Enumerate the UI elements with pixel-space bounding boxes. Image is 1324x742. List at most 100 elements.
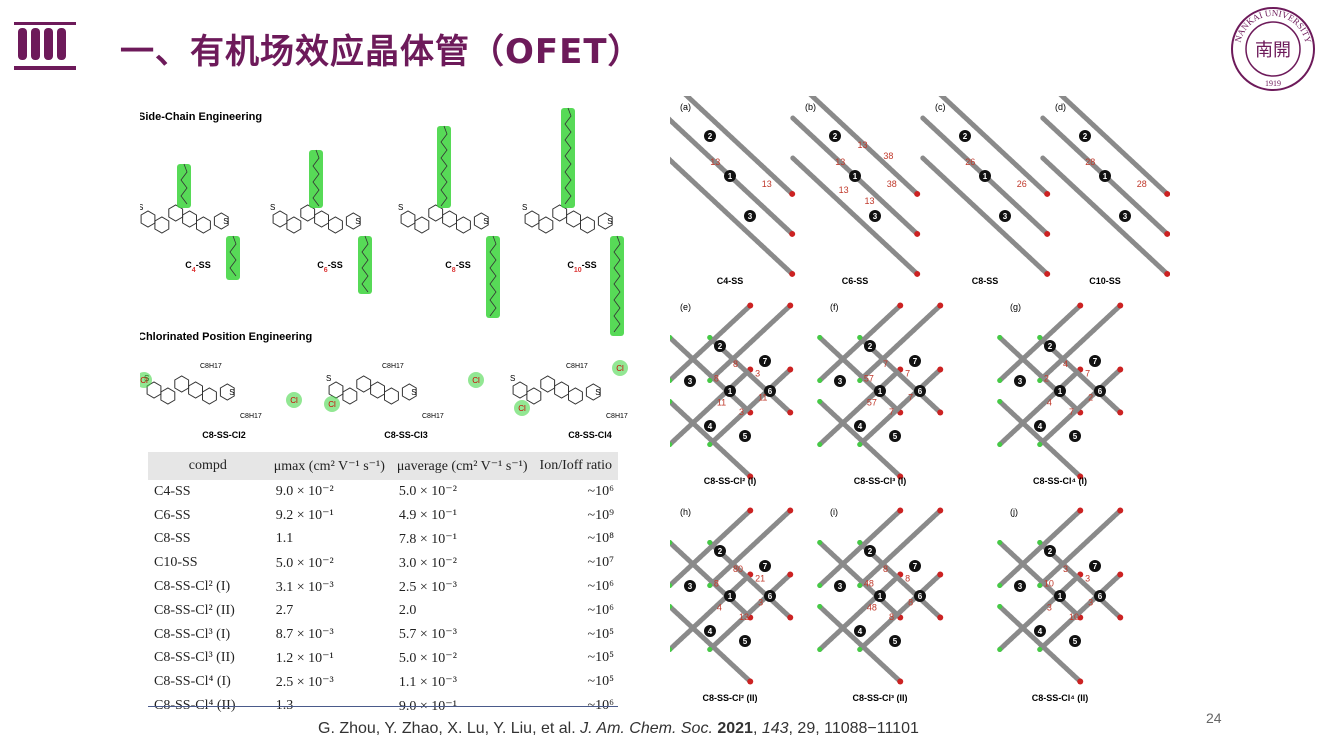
molecule bbox=[707, 572, 793, 652]
molecule-index-marker bbox=[714, 545, 726, 557]
ring bbox=[524, 210, 540, 228]
table-cell: 5.0 × 10⁻² bbox=[398, 650, 457, 666]
sulfur-atom: S bbox=[411, 388, 416, 397]
sulfur-marker bbox=[787, 409, 794, 416]
molecule-index: 6 bbox=[768, 592, 773, 601]
molecule-index: 2 bbox=[868, 342, 873, 351]
molecule-index-marker bbox=[914, 590, 926, 602]
molecule bbox=[670, 508, 753, 588]
molecule-index-marker bbox=[834, 580, 846, 592]
table-cell: C8-SS bbox=[154, 531, 191, 547]
ring bbox=[512, 381, 528, 399]
molecule-index-marker bbox=[849, 170, 861, 182]
sulfur-marker bbox=[937, 409, 944, 416]
molecule-index-marker bbox=[1034, 420, 1046, 432]
molecule bbox=[817, 508, 903, 588]
table-cell: 3.0 × 10⁻² bbox=[398, 555, 457, 571]
molecule-index-marker bbox=[854, 625, 866, 637]
sulfur-marker bbox=[1117, 571, 1124, 578]
molecule-index: 5 bbox=[893, 637, 898, 646]
distance-label: 28 bbox=[1137, 179, 1147, 189]
distance-label: 48 bbox=[867, 602, 877, 612]
molecule-index-marker bbox=[684, 580, 696, 592]
distance-label: 3 bbox=[1047, 602, 1052, 612]
table-cell: ~10⁵ bbox=[587, 626, 614, 642]
ring bbox=[328, 216, 343, 234]
molecule-index: 2 bbox=[1048, 342, 1053, 351]
chlorine-marker bbox=[817, 646, 823, 652]
molecule bbox=[670, 367, 753, 447]
ring bbox=[356, 375, 372, 393]
panel-letter: (e) bbox=[680, 302, 691, 312]
panel-label: C8-SS-Cl³ (II) bbox=[853, 693, 908, 703]
substituent-label: C8H17 bbox=[382, 363, 404, 370]
chlorine-marker bbox=[997, 646, 1003, 652]
ring bbox=[442, 210, 457, 228]
ring bbox=[213, 212, 229, 230]
alkyl-chain bbox=[312, 149, 320, 207]
sulfur-marker bbox=[1044, 190, 1051, 197]
molecule bbox=[1037, 508, 1123, 588]
chlorine-marker bbox=[997, 399, 1003, 405]
panel-label: C8-SS-Cl² (I) bbox=[704, 476, 757, 486]
test-tubes-icon bbox=[14, 22, 76, 70]
ring bbox=[414, 216, 430, 234]
table-cell: 3.1 × 10⁻³ bbox=[275, 579, 334, 595]
panel-letter: (g) bbox=[1010, 302, 1021, 312]
molecule-index-marker bbox=[704, 130, 716, 142]
structure-label: C8-SS-Cl2 bbox=[202, 430, 246, 440]
side-chain-highlight bbox=[226, 236, 240, 280]
distance-label: 4 bbox=[1063, 359, 1068, 369]
molecule-index-marker bbox=[704, 420, 716, 432]
packing-panel: (c) 1 2 3 26 26 C8-SS bbox=[920, 96, 1051, 286]
chlorine-marker bbox=[817, 604, 823, 610]
table-cell: C8-SS-Cl² (II) bbox=[154, 602, 235, 618]
chlorine-marker bbox=[857, 377, 863, 383]
ring bbox=[286, 216, 302, 234]
mobility-table: compd μmax (cm² V⁻¹ s⁻¹) μaverage (cm² V… bbox=[148, 452, 618, 718]
table-cell: ~10⁵ bbox=[587, 650, 614, 666]
ring bbox=[580, 216, 595, 234]
table-cell: 2.5 × 10⁻³ bbox=[275, 674, 334, 690]
sulfur-marker bbox=[897, 507, 904, 514]
molecule bbox=[857, 508, 943, 588]
distance-label: 3 bbox=[739, 407, 744, 417]
distance-label: 8 bbox=[908, 597, 913, 607]
distance-label: 21 bbox=[755, 574, 765, 584]
ring bbox=[154, 216, 170, 234]
side-chain-highlight bbox=[309, 150, 323, 208]
molecule bbox=[670, 572, 753, 652]
molecule bbox=[817, 367, 903, 447]
chlorine-marker bbox=[817, 335, 823, 341]
panel-label: C10-SS bbox=[1089, 276, 1121, 286]
chlorine-marker bbox=[997, 540, 1003, 546]
molecule-index: 4 bbox=[708, 422, 713, 431]
molecule bbox=[1037, 572, 1123, 652]
sulfur-marker bbox=[937, 366, 944, 373]
chlorine-marker bbox=[707, 335, 713, 341]
chlorine-marker bbox=[857, 335, 863, 341]
molecule bbox=[817, 335, 903, 415]
alkyl-chain bbox=[440, 125, 448, 207]
svg-text:1919: 1919 bbox=[1265, 79, 1281, 88]
chlorine-atom: Cl bbox=[616, 364, 624, 373]
ring bbox=[328, 381, 344, 399]
sulfur-atom: S bbox=[510, 374, 515, 383]
distance-label: 28 bbox=[1085, 157, 1095, 167]
table-cell: 5.0 × 10⁻² bbox=[275, 555, 334, 571]
distance-label: 8 bbox=[714, 579, 719, 589]
panel-letter: (c) bbox=[935, 102, 946, 112]
molecule-index-marker bbox=[744, 210, 756, 222]
chlorine-highlight bbox=[514, 400, 530, 416]
distance-label: 10 bbox=[1069, 612, 1079, 622]
chlorine-marker bbox=[670, 647, 673, 652]
molecule bbox=[997, 399, 1083, 479]
sulfur-marker bbox=[1117, 302, 1124, 309]
distance-label: 8 bbox=[733, 359, 738, 369]
substituent-label: C8H17 bbox=[200, 363, 222, 370]
ring bbox=[174, 375, 190, 393]
molecule-index: 5 bbox=[1073, 432, 1078, 441]
sulfur-marker bbox=[787, 571, 794, 578]
distance-label: 7 bbox=[1069, 407, 1074, 417]
